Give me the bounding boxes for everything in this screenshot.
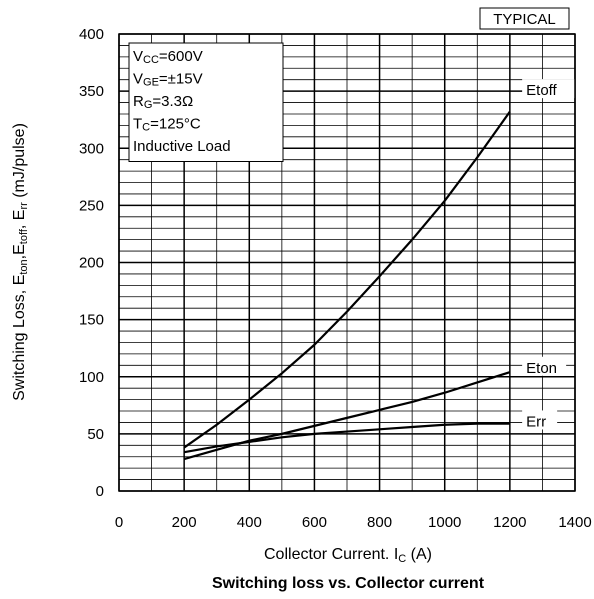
condition-line: VCC=600V <box>133 48 203 66</box>
series-label-bg <box>522 79 576 99</box>
y-tick-label: 100 <box>79 369 104 386</box>
x-axis-title: Collector Current. IC (A) <box>264 546 432 565</box>
condition-line: TC=125°C <box>133 116 201 134</box>
plot-frame <box>118 33 576 492</box>
series-label-bg <box>522 410 558 430</box>
x-tick-label: 400 <box>237 514 262 531</box>
x-tick-label: 1400 <box>558 514 591 531</box>
typical-badge: TYPICAL <box>493 11 556 28</box>
condition-line: Inductive Load <box>133 138 231 155</box>
y-tick-label: 400 <box>79 26 104 43</box>
series-layer: Etoff Eton Err <box>183 79 576 461</box>
tick-labels: 0 200 400 600 800 1000 1200 1400 0 50 100 150 200 250… <box>79 26 592 531</box>
series-label-etoff: Etoff <box>526 82 557 99</box>
y-tick-label: 150 <box>79 312 104 329</box>
chart-caption: Switching loss vs. Collector current <box>212 575 485 592</box>
y-tick-label: 200 <box>79 255 104 272</box>
series-label-bg <box>522 356 567 376</box>
conditions-box-frame <box>128 42 284 162</box>
y-axis-title: Switching Loss, Eton,Etoff, Err (mJ/puls… <box>11 123 30 401</box>
series-label-err: Err <box>526 413 546 430</box>
x-tick-label: 0 <box>115 514 123 531</box>
x-tick-label: 600 <box>302 514 327 531</box>
typical-badge-box <box>479 7 570 30</box>
condition-line: VGE=±15V <box>133 71 203 89</box>
y-tick-label: 250 <box>79 197 104 214</box>
x-tick-label: 1200 <box>493 514 526 531</box>
x-tick-label: 1000 <box>428 514 461 531</box>
condition-line: RG=3.3Ω <box>133 93 193 111</box>
y-tick-label: 0 <box>96 483 104 500</box>
y-tick-label: 50 <box>87 426 104 443</box>
series-label-eton: Eton <box>526 360 557 377</box>
series-line-etoff <box>183 111 511 449</box>
x-tick-label: 200 <box>172 514 197 531</box>
conditions-box: VCC=600V VGE=±15V RG=3.3Ω TC=125°C Inductive… <box>128 42 284 162</box>
y-tick-label: 350 <box>79 83 104 100</box>
x-tick-label: 800 <box>367 514 392 531</box>
series-line-err <box>183 422 510 454</box>
y-tick-label: 300 <box>79 140 104 157</box>
